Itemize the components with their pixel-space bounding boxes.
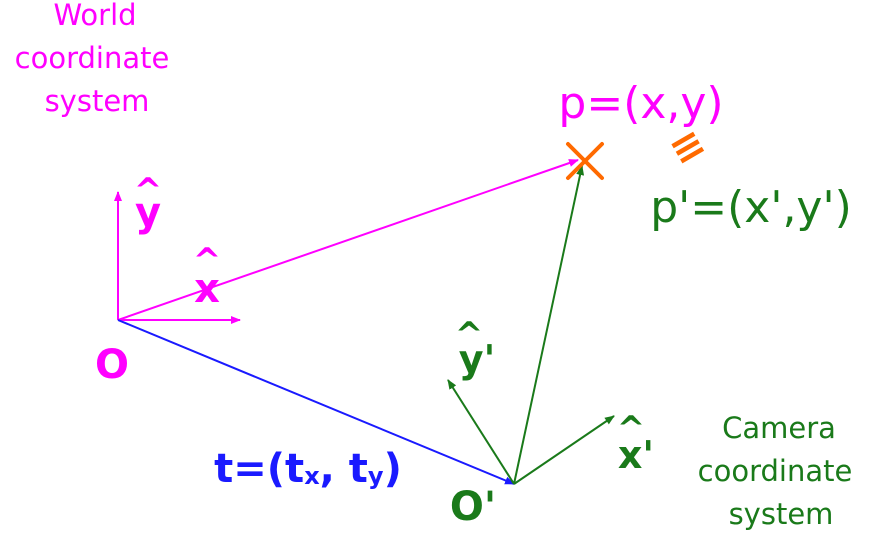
camera-x-label: x' xyxy=(618,433,654,477)
world-caption-line1: World xyxy=(53,0,136,32)
world-origin-label: O xyxy=(95,342,129,388)
world-caption-line3: system xyxy=(45,84,150,118)
camera-y-hat: ^ xyxy=(455,315,484,355)
translation-label: t=(tx, ty) xyxy=(214,446,402,492)
world-position-vector xyxy=(117,159,579,321)
point-world-label: p=(x,y) xyxy=(558,78,723,129)
camera-caption-line3: system xyxy=(729,497,834,531)
camera-x-hat: ^ xyxy=(617,409,646,449)
camera-x-axis xyxy=(513,415,615,485)
world-x-label: x xyxy=(194,266,220,312)
translation-suffix: ) xyxy=(384,446,402,492)
camera-y-axis xyxy=(447,379,515,485)
translation-sub-x: x xyxy=(304,462,320,490)
world-x-hat: ^ xyxy=(193,241,222,281)
camera-position-vector xyxy=(513,165,585,485)
translation-middle: , t xyxy=(320,446,368,492)
camera-origin-label: O' xyxy=(450,484,496,530)
world-y-hat: ^ xyxy=(134,171,163,211)
point-camera-label: p'=(x',y') xyxy=(650,182,851,233)
translation-prefix: t=(t xyxy=(214,446,304,492)
world-caption-line2: coordinate xyxy=(15,41,170,75)
world-y-label: y xyxy=(135,190,161,236)
camera-y-label: y' xyxy=(459,337,495,381)
camera-caption-line1: Camera xyxy=(722,411,836,445)
translation-vector xyxy=(117,319,515,485)
translation-sub-y: y xyxy=(368,462,384,490)
point-marker xyxy=(566,142,604,180)
camera-caption-line2: coordinate xyxy=(698,454,853,488)
